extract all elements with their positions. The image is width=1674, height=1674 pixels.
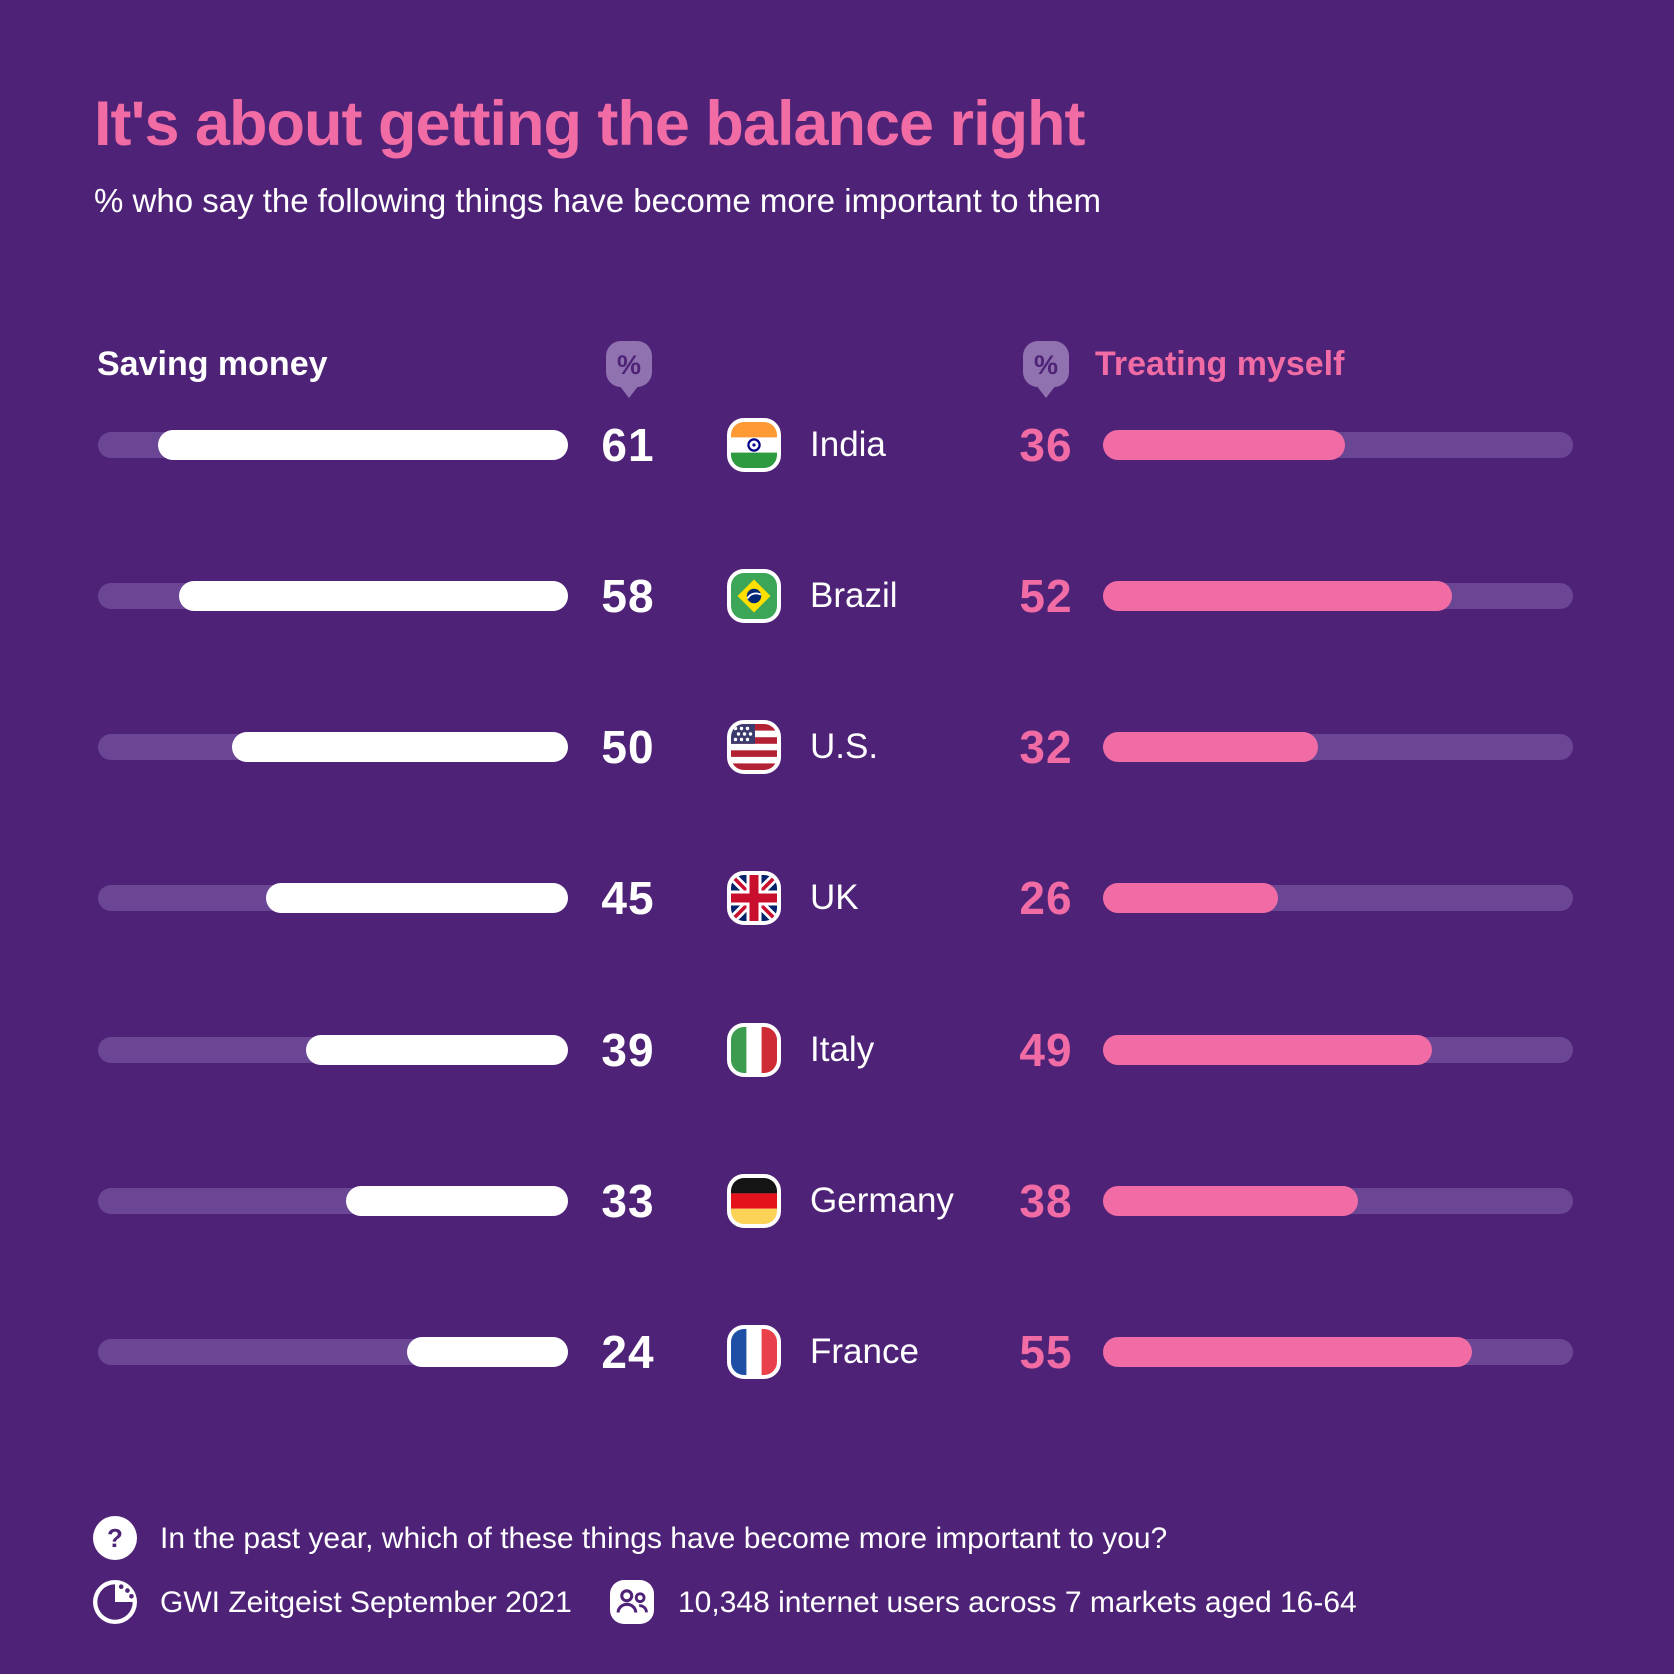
italy-flag-icon xyxy=(727,1023,781,1077)
saving-bar xyxy=(306,1035,568,1065)
saving-bar xyxy=(178,581,568,611)
saving-bar xyxy=(265,883,568,913)
country-label: Italy xyxy=(810,1030,875,1069)
treating-value: 32 xyxy=(1019,721,1073,773)
treating-bar xyxy=(1103,581,1453,611)
country-label: U.S. xyxy=(810,727,879,766)
source-text: GWI Zeitgeist September 2021 xyxy=(160,1586,572,1619)
country-label: France xyxy=(810,1332,919,1371)
treating-value: 38 xyxy=(1019,1175,1073,1227)
saving-value: 39 xyxy=(601,1024,655,1076)
germany-flag-icon xyxy=(727,1174,781,1228)
saving-bar xyxy=(406,1337,568,1367)
saving-bar-track xyxy=(98,732,568,762)
treating-value: 26 xyxy=(1019,872,1073,924)
saving-bar-track xyxy=(98,1337,568,1367)
saving-value: 61 xyxy=(601,419,655,471)
france-flag-icon xyxy=(727,1325,781,1379)
page-subtitle: % who say the following things have beco… xyxy=(94,182,1102,219)
page-title: It's about getting the balance right xyxy=(94,89,1086,159)
country-label: UK xyxy=(810,878,859,917)
saving-bar xyxy=(158,430,568,460)
treating-bar-track xyxy=(1103,1186,1573,1216)
treating-bar xyxy=(1103,883,1278,913)
saving-money-header: Saving money xyxy=(97,345,328,383)
percent-symbol: % xyxy=(617,350,641,380)
saving-bar-track xyxy=(98,883,568,913)
percent-pin-icon: % xyxy=(606,341,652,398)
users-icon xyxy=(610,1580,654,1624)
treating-bar-track xyxy=(1103,1035,1573,1065)
question-icon: ? xyxy=(93,1516,137,1560)
us-flag-icon xyxy=(727,720,781,774)
question-text: In the past year, which of these things … xyxy=(160,1522,1168,1555)
saving-bar xyxy=(346,1186,568,1216)
treating-bar-track xyxy=(1103,581,1573,611)
treating-bar xyxy=(1103,430,1345,460)
saving-bar xyxy=(232,732,568,762)
gwi-logo-icon xyxy=(93,1580,137,1624)
treating-value: 49 xyxy=(1019,1024,1073,1076)
treating-myself-header: Treating myself xyxy=(1095,345,1345,383)
saving-value: 50 xyxy=(601,721,655,773)
country-label: India xyxy=(810,425,886,464)
treating-bar-track xyxy=(1103,430,1573,460)
india-flag-icon xyxy=(727,418,781,472)
saving-value: 24 xyxy=(601,1326,655,1378)
saving-value: 45 xyxy=(601,872,655,924)
question-glyph: ? xyxy=(107,1522,123,1553)
treating-value: 36 xyxy=(1019,419,1073,471)
treating-bar xyxy=(1103,1186,1359,1216)
percent-pin-icon: % xyxy=(1023,341,1069,398)
saving-bar-track xyxy=(98,1035,568,1065)
uk-flag-icon xyxy=(727,871,781,925)
saving-value: 58 xyxy=(601,570,655,622)
saving-bar-track xyxy=(98,581,568,611)
treating-bar-track xyxy=(1103,1337,1573,1367)
treating-bar-track xyxy=(1103,883,1573,913)
percent-symbol: % xyxy=(1034,350,1058,380)
saving-value: 33 xyxy=(601,1175,655,1227)
country-label: Brazil xyxy=(810,576,898,615)
sample-text: 10,348 internet users across 7 markets a… xyxy=(678,1586,1357,1619)
treating-bar-track xyxy=(1103,732,1573,762)
country-label: Germany xyxy=(810,1181,954,1220)
treating-bar xyxy=(1103,1337,1473,1367)
treating-value: 52 xyxy=(1019,570,1073,622)
treating-value: 55 xyxy=(1019,1326,1073,1378)
treating-bar xyxy=(1103,1035,1432,1065)
saving-bar-track xyxy=(98,1186,568,1216)
brazil-flag-icon xyxy=(727,569,781,623)
treating-bar xyxy=(1103,732,1318,762)
saving-bar-track xyxy=(98,430,568,460)
